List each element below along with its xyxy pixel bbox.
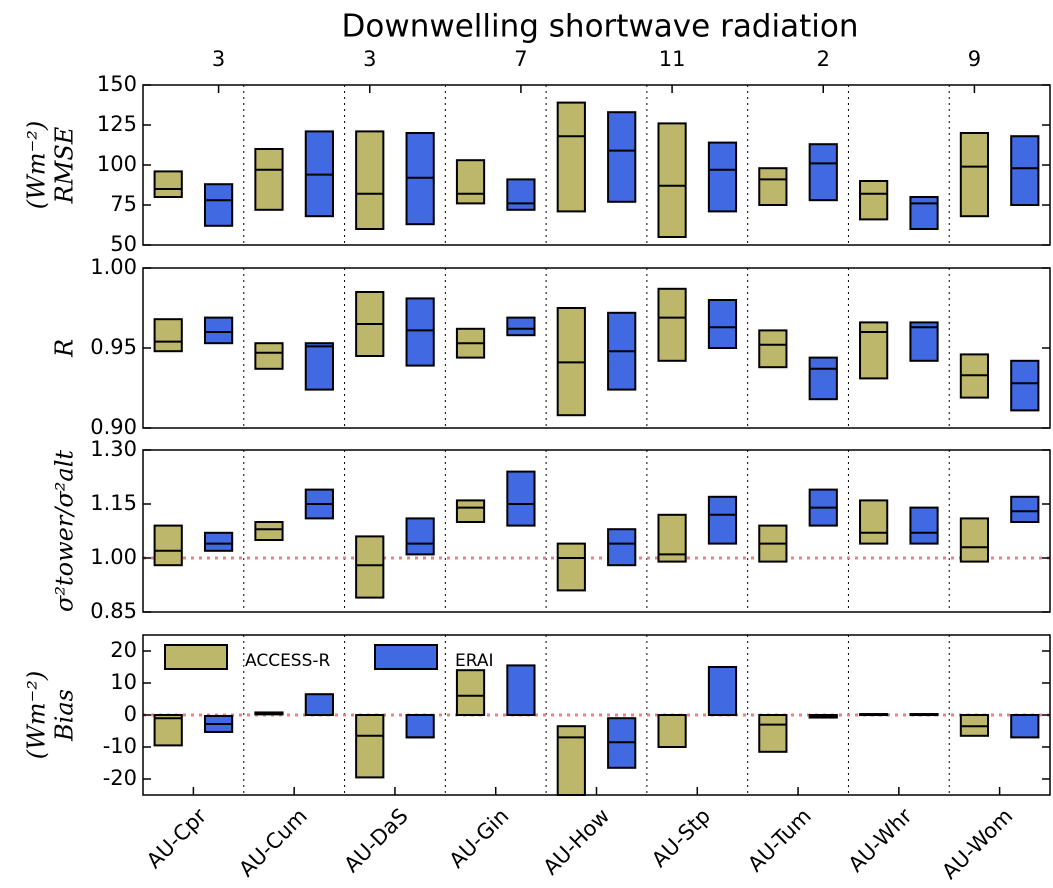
- y-tick-label: 0.95: [90, 335, 137, 359]
- y-tick-label: 100: [97, 152, 137, 176]
- box: [254, 148, 284, 211]
- box: [808, 356, 838, 401]
- y-tick-label: 1.00: [90, 545, 137, 569]
- x-tick-label: AU-Cum: [234, 804, 312, 882]
- box: [405, 297, 435, 367]
- x-tick-label: AU-DaS: [339, 804, 412, 877]
- box: [707, 299, 738, 349]
- y-axis-label: σ²tower/σ²alt: [51, 450, 79, 612]
- x-tick-label: AU-Tum: [743, 804, 816, 877]
- top-axis-label: 3: [363, 47, 376, 71]
- legend-label: ACCESS-R: [245, 651, 331, 671]
- box: [203, 183, 234, 227]
- y-tick-label: 150: [97, 72, 137, 96]
- y-tick-label: -20: [103, 766, 137, 790]
- box: [153, 714, 183, 747]
- box: [1010, 495, 1040, 523]
- x-tick-label: AU-Stp: [647, 804, 715, 872]
- box: [304, 342, 334, 391]
- box: [506, 664, 536, 717]
- box: [657, 122, 687, 238]
- box: [959, 517, 990, 563]
- y-axis-label: RMSE: [51, 126, 79, 204]
- box: [506, 316, 536, 337]
- box: [153, 318, 183, 353]
- box: [1010, 135, 1040, 206]
- box: [657, 714, 687, 748]
- y-axis-label: R: [51, 339, 79, 358]
- y-tick-label: 75: [110, 192, 137, 216]
- box: [1010, 714, 1040, 739]
- y-tick-label: 1.15: [90, 491, 137, 515]
- box: [506, 470, 536, 527]
- top-axis-label: 11: [659, 47, 686, 71]
- legend-swatch: [164, 644, 228, 670]
- chart-title: Downwelling shortwave radiation: [342, 9, 859, 45]
- box: [153, 170, 183, 198]
- y-tick-label: -10: [103, 734, 137, 758]
- y-axis-label: (Wm⁻²): [23, 671, 51, 759]
- box: [859, 180, 889, 221]
- box: [657, 287, 687, 362]
- legend-label: ERAI: [455, 651, 494, 671]
- y-tick-label: 0.85: [90, 599, 137, 623]
- box: [455, 159, 486, 205]
- box: [909, 196, 939, 230]
- box: [859, 321, 889, 380]
- y-tick-label: 1.00: [90, 255, 137, 279]
- box: [203, 316, 234, 345]
- box: [506, 178, 536, 211]
- box: [707, 495, 738, 545]
- box: [607, 111, 637, 203]
- box: [607, 528, 637, 567]
- top-axis-label: 9: [968, 47, 981, 71]
- y-tick-label: 0.90: [90, 415, 137, 439]
- box: [355, 130, 385, 230]
- box: [355, 535, 385, 599]
- x-tick-label: AU-Cpr: [142, 804, 212, 874]
- box: [707, 666, 738, 716]
- box: [758, 329, 788, 369]
- box: [909, 321, 939, 362]
- box: [758, 714, 788, 753]
- box: [254, 521, 284, 541]
- y-tick-label: 10: [110, 670, 137, 694]
- x-tick-label: AU-Whr: [844, 804, 917, 877]
- box: [1010, 359, 1040, 412]
- legend-swatch: [374, 644, 438, 670]
- box: [355, 714, 385, 779]
- box: [405, 517, 435, 556]
- y-tick-label: 1.30: [90, 437, 137, 461]
- box: [758, 167, 788, 206]
- box: [455, 669, 486, 717]
- box: [556, 542, 586, 592]
- box: [909, 506, 939, 545]
- y-tick-label: 0: [124, 702, 137, 726]
- box: [254, 342, 284, 370]
- box: [203, 531, 234, 552]
- plot-frame: [142, 449, 1051, 613]
- box: [455, 499, 486, 523]
- top-axis-label: 7: [514, 47, 527, 71]
- x-tick-label: AU-Gin: [445, 804, 514, 873]
- box: [556, 101, 586, 213]
- top-axis-label: 3: [212, 47, 225, 71]
- x-tick-label: AU-Wom: [937, 804, 1017, 884]
- y-tick-label: 20: [110, 638, 137, 662]
- y-axis-label: Bias: [51, 689, 79, 742]
- y-tick-label: 125: [97, 112, 137, 136]
- box: [304, 693, 334, 717]
- y-axis-label: (Wm⁻²): [23, 121, 51, 209]
- y-tick-label: 50: [110, 232, 137, 256]
- box: [859, 499, 889, 545]
- box: [707, 141, 738, 213]
- box: [405, 714, 435, 739]
- box: [959, 132, 990, 218]
- box: [153, 524, 183, 567]
- x-tick-label: AU-How: [539, 804, 615, 880]
- top-axis-label: 2: [817, 47, 830, 71]
- box: [808, 143, 838, 202]
